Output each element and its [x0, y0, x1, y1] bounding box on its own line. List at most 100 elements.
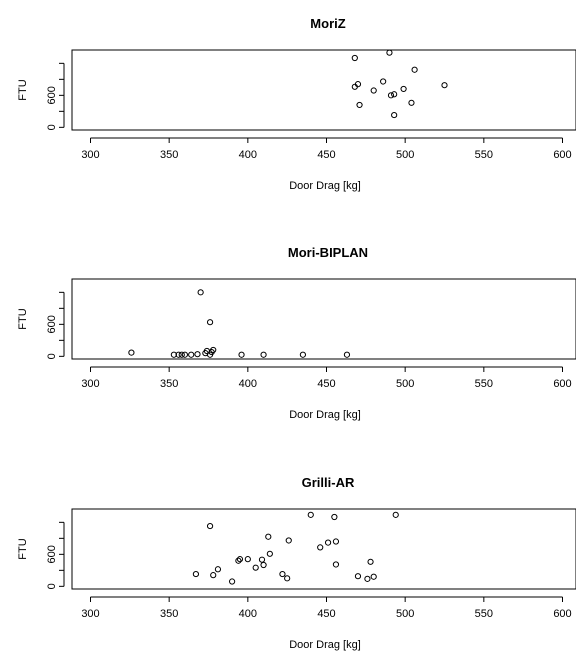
x-tick-label: 350: [160, 149, 178, 161]
data-point: [235, 557, 242, 564]
data-point: [408, 99, 415, 106]
data-point: [128, 349, 135, 356]
data-point: [332, 538, 340, 545]
data-point: [367, 558, 374, 565]
data-point: [197, 289, 204, 296]
y-axis-label: FTU: [17, 79, 29, 100]
data-point: [260, 351, 267, 358]
y-axis: 0 600: [46, 521, 65, 589]
x-tick-label: 450: [317, 608, 335, 620]
data-point: [392, 511, 399, 518]
x-tick-label: 600: [553, 149, 571, 161]
data-point: [307, 511, 314, 518]
y-axis-label: FTU: [17, 538, 29, 559]
data-point: [391, 111, 398, 119]
data-point: [387, 92, 395, 99]
x-tick-label: 350: [160, 378, 178, 390]
y-tick-label: 600: [46, 545, 58, 563]
scatter-points: [351, 49, 448, 119]
data-point: [354, 573, 362, 580]
y-axis: 0 600: [46, 62, 65, 130]
data-point: [364, 575, 371, 582]
x-axis-label: Door Drag [kg]: [289, 639, 361, 651]
y-axis-label: FTU: [17, 308, 29, 329]
data-point: [441, 82, 448, 89]
x-tick-label: 500: [396, 378, 414, 390]
x-tick-label: 400: [239, 608, 257, 620]
x-tick-label: 550: [475, 378, 493, 390]
data-point: [194, 351, 201, 358]
data-point: [206, 319, 214, 326]
data-point: [260, 561, 267, 569]
data-point: [229, 578, 236, 585]
data-point: [354, 81, 362, 88]
plot-area: [71, 278, 576, 360]
data-point: [188, 351, 195, 358]
data-point: [192, 570, 200, 578]
panel-moriz: MoriZ 300 350 400 450 500 550 600 0 600 Door Dr…: [17, 16, 576, 192]
x-tick-label: 600: [553, 378, 571, 390]
data-point: [214, 566, 222, 573]
x-tick-label: 450: [317, 378, 335, 390]
data-point: [210, 572, 217, 579]
data-point: [332, 561, 340, 568]
data-point: [400, 85, 407, 93]
y-tick-label: 0: [46, 124, 58, 130]
data-point: [178, 351, 185, 358]
y-tick-label: 0: [46, 353, 58, 359]
data-point: [244, 556, 251, 563]
data-point: [206, 522, 214, 530]
data-point: [317, 544, 324, 551]
x-axis: 300 350 400 450 500 550 600: [81, 596, 572, 620]
panel-mori-biplan: Mori-BIPLAN 300 350 400 450 500 550 600 0 600 D…: [17, 245, 576, 421]
data-point: [370, 573, 377, 580]
scatter-points: [192, 511, 399, 585]
data-point: [210, 346, 217, 354]
data-point: [351, 54, 358, 62]
x-axis-label: Door Drag [kg]: [289, 180, 361, 192]
y-tick-label: 600: [46, 86, 58, 104]
data-point: [324, 539, 332, 546]
x-tick-label: 500: [396, 149, 414, 161]
data-point: [285, 537, 292, 544]
x-axis-label: Door Drag [kg]: [289, 409, 361, 421]
x-tick-label: 550: [475, 149, 493, 161]
y-axis: 0 600: [46, 291, 65, 359]
data-point: [380, 78, 387, 85]
data-point: [391, 91, 398, 98]
data-point: [236, 556, 244, 563]
x-axis: 300 350 400 450 500 550 600: [81, 137, 572, 161]
data-point: [411, 66, 418, 73]
panel-title: MoriZ: [310, 16, 345, 31]
panel-title: Mori-BIPLAN: [288, 245, 368, 260]
data-point: [265, 533, 272, 540]
x-tick-label: 300: [81, 378, 99, 390]
y-tick-label: 600: [46, 315, 58, 333]
x-tick-label: 550: [475, 608, 493, 620]
data-point: [238, 351, 245, 358]
data-point: [266, 550, 273, 557]
panel-grilli-ar: Grilli-AR 300 350 400 450 500 550 600 0 600 Doo…: [17, 475, 576, 651]
data-point: [175, 351, 182, 358]
data-point: [252, 564, 259, 571]
y-tick-label: 0: [46, 583, 58, 589]
data-point: [386, 49, 393, 56]
plot-area: [71, 508, 576, 590]
data-point: [331, 513, 338, 521]
data-point: [343, 351, 351, 358]
data-point: [181, 351, 188, 358]
plot-area: [71, 49, 576, 131]
x-tick-label: 450: [317, 149, 335, 161]
data-point: [299, 351, 306, 358]
x-tick-label: 300: [81, 149, 99, 161]
x-tick-label: 600: [553, 608, 571, 620]
data-point: [370, 87, 377, 94]
x-tick-label: 350: [160, 608, 178, 620]
data-point: [356, 101, 363, 109]
scatter-points: [128, 289, 351, 358]
data-point: [284, 575, 291, 582]
x-tick-label: 400: [239, 149, 257, 161]
x-tick-label: 500: [396, 608, 414, 620]
data-point: [258, 556, 266, 563]
